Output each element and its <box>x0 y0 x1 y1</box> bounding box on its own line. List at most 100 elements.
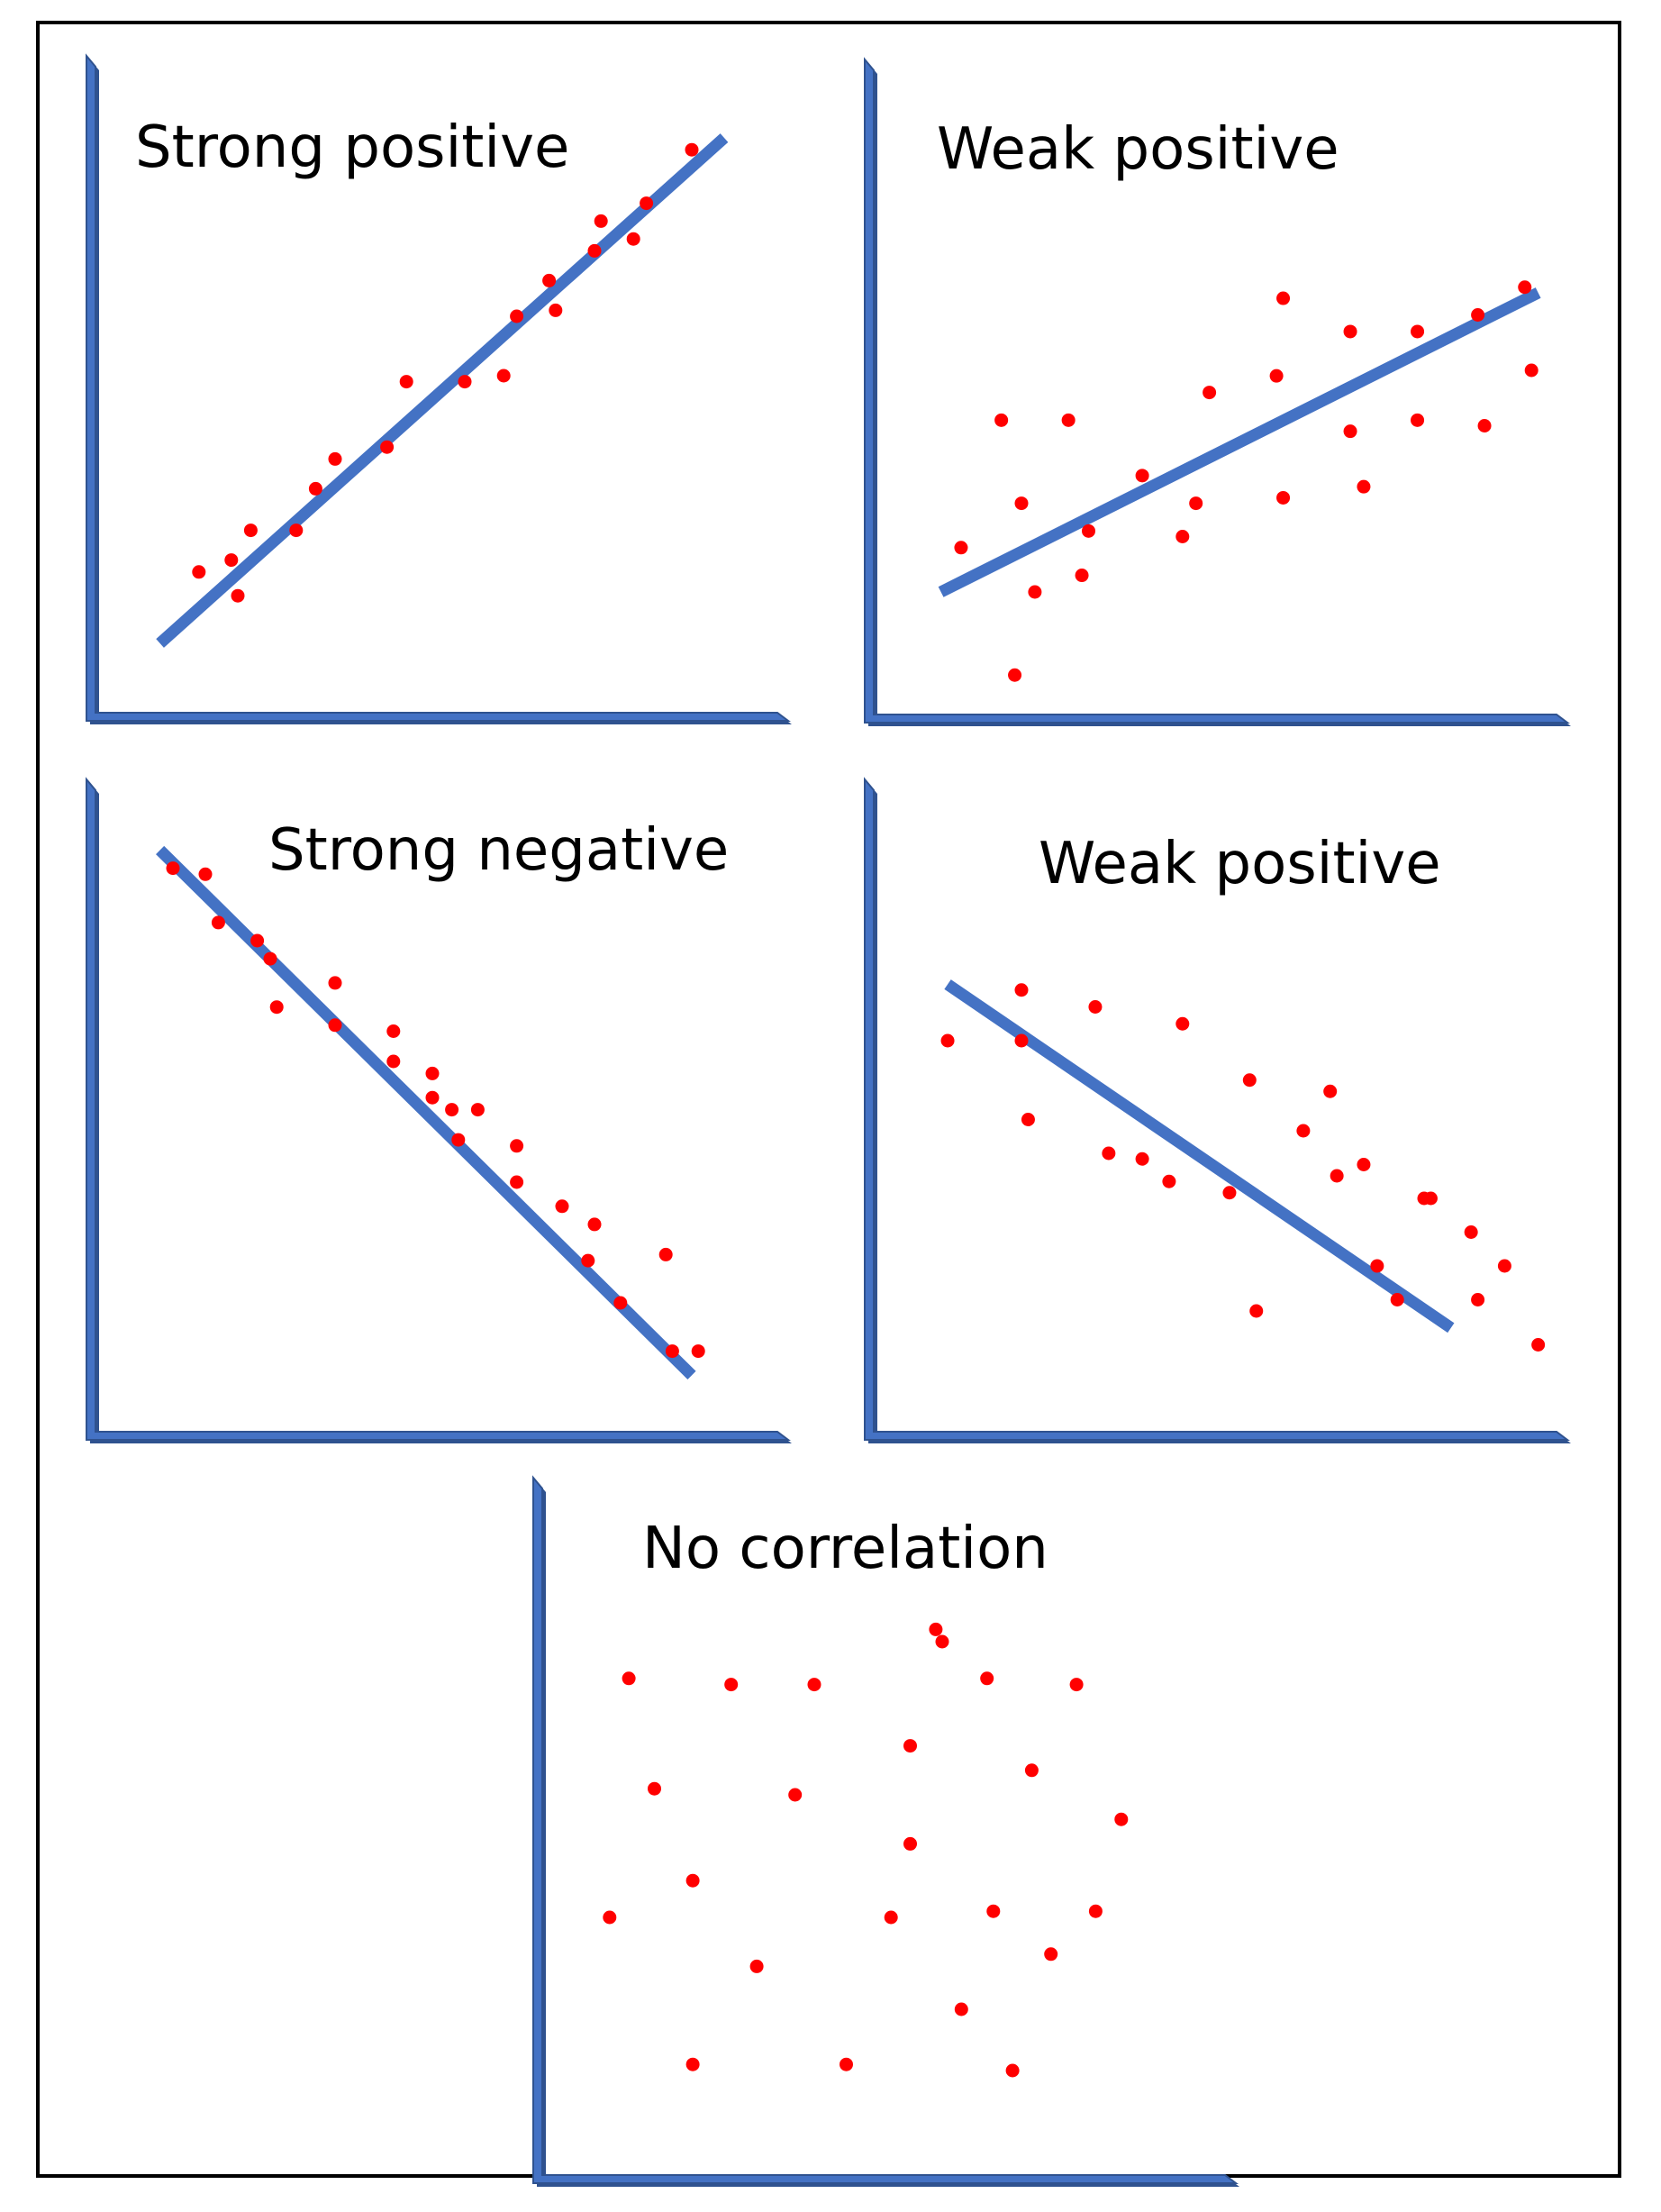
data-point <box>458 375 472 389</box>
data-point <box>903 1836 917 1851</box>
data-point <box>549 303 563 317</box>
data-point <box>1005 2063 1020 2078</box>
data-point <box>1082 523 1095 538</box>
data-point <box>445 1103 459 1117</box>
data-point <box>935 1634 949 1649</box>
data-point <box>386 1054 401 1069</box>
data-point <box>1114 1812 1129 1826</box>
data-point <box>425 1090 440 1105</box>
data-point <box>1203 386 1217 400</box>
data-point <box>1222 1186 1237 1200</box>
scatter-panel: No correlation <box>532 1475 1239 2187</box>
data-point <box>1423 1191 1438 1206</box>
data-point <box>640 196 654 211</box>
data-point <box>425 1066 440 1080</box>
data-point <box>231 588 245 603</box>
data-point <box>1370 1259 1384 1273</box>
data-point <box>328 976 342 990</box>
data-point <box>308 481 322 496</box>
data-point <box>1357 1158 1371 1171</box>
data-point <box>658 1247 673 1261</box>
data-point <box>1471 308 1485 322</box>
data-point <box>994 413 1009 427</box>
trend-line <box>156 845 696 1380</box>
data-point <box>724 1678 739 1692</box>
data-point <box>1075 569 1089 583</box>
data-point <box>980 1671 994 1686</box>
data-point <box>1518 280 1532 295</box>
data-point <box>1024 1763 1039 1778</box>
data-point <box>685 1873 700 1888</box>
data-point <box>788 1788 803 1802</box>
data-point <box>594 214 608 228</box>
data-point <box>555 1199 569 1214</box>
chart-title: No correlation <box>642 1516 1048 1582</box>
data-point <box>1390 1293 1404 1306</box>
data-point <box>1464 1225 1478 1239</box>
data-point <box>1323 1084 1338 1098</box>
data-point <box>328 1018 342 1033</box>
data-point <box>542 273 557 287</box>
axis-shadow <box>537 1481 1239 2187</box>
data-point <box>380 440 395 454</box>
chart-title: Weak positive <box>1039 831 1441 897</box>
chart-title: Strong positive <box>135 114 569 181</box>
data-point <box>840 2057 853 2071</box>
trend-line <box>944 979 1455 1334</box>
data-point <box>1162 1174 1176 1188</box>
data-point <box>940 1033 955 1048</box>
data-point <box>613 1296 628 1310</box>
data-point <box>1135 1152 1149 1166</box>
data-point <box>807 1678 821 1692</box>
data-point <box>1357 479 1371 494</box>
data-point <box>1135 469 1149 483</box>
data-point <box>1471 1293 1485 1306</box>
axes <box>864 777 1570 1441</box>
chart-title: Weak positive <box>937 116 1339 183</box>
data-point <box>1330 1169 1344 1183</box>
data-point <box>198 867 213 881</box>
data-point <box>1296 1124 1311 1138</box>
data-point <box>665 1344 679 1359</box>
data-point <box>1028 585 1042 599</box>
data-point <box>451 1133 466 1147</box>
data-point <box>1175 530 1190 543</box>
data-point <box>1497 1259 1511 1273</box>
data-point <box>884 1910 898 1925</box>
scatter-panel: Weak positive <box>864 57 1571 726</box>
chart-title: Strong negative <box>268 817 729 884</box>
data-point <box>470 1103 485 1117</box>
data-point <box>622 1671 636 1686</box>
data-point <box>510 309 524 323</box>
data-point <box>626 232 640 246</box>
data-point <box>1044 1947 1058 1962</box>
data-point <box>250 933 265 948</box>
data-point <box>211 915 225 930</box>
data-point <box>269 1000 284 1015</box>
data-point <box>1014 496 1029 511</box>
scatter-panel: Strong negative <box>86 777 792 1443</box>
data-point <box>263 951 277 966</box>
data-point <box>685 2057 700 2071</box>
data-point <box>1014 1033 1029 1048</box>
data-point <box>903 1739 917 1753</box>
data-point <box>386 1024 401 1038</box>
data-point <box>1189 496 1203 511</box>
data-point <box>1411 324 1425 339</box>
data-point <box>1276 291 1291 305</box>
data-point <box>1411 413 1425 427</box>
axes <box>532 1475 1239 2184</box>
data-point <box>328 451 342 466</box>
trend-line <box>156 133 729 648</box>
data-point <box>1524 363 1538 378</box>
data-point <box>1102 1146 1116 1161</box>
data-point <box>510 1139 524 1153</box>
data-point <box>1088 1000 1103 1014</box>
data-point <box>1249 1304 1264 1318</box>
data-point <box>1343 424 1357 439</box>
data-point <box>1343 324 1357 339</box>
data-point <box>510 1175 524 1189</box>
data-point <box>1531 1338 1546 1352</box>
data-point <box>1021 1113 1035 1126</box>
data-point <box>1269 369 1284 383</box>
